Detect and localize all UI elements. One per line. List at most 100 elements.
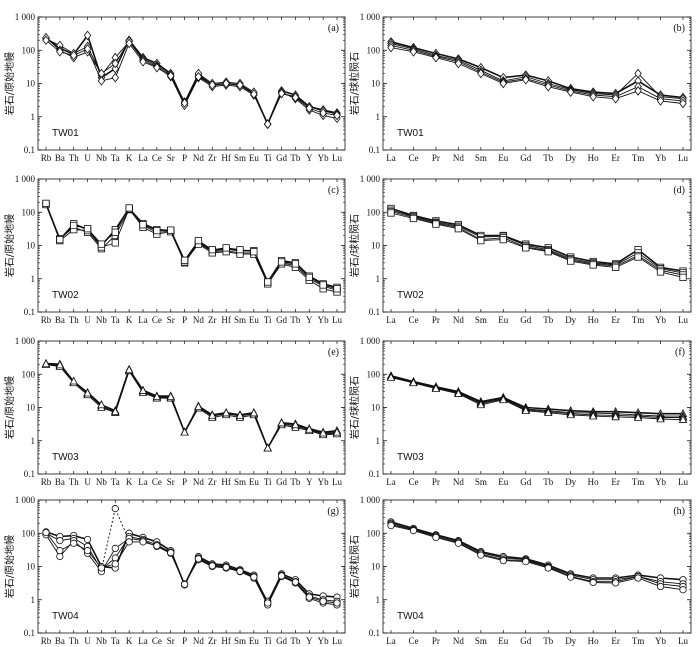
x-tick-label: Sm <box>234 636 246 646</box>
x-tick-label: Rb <box>41 636 52 646</box>
data-point <box>499 395 508 404</box>
y-axis-label: 岩石/原始地幔 <box>3 535 16 598</box>
data-point <box>208 562 216 570</box>
sample-label: TW02 <box>397 290 424 301</box>
data-point <box>83 547 92 555</box>
y-axis-label: 岩石/球粒陨石 <box>348 52 361 115</box>
x-tick-label: Lu <box>332 636 342 646</box>
x-tick-label: Nd <box>453 153 464 163</box>
x-tick-label: Pr <box>432 315 440 325</box>
x-tick-label: Dy <box>565 636 576 646</box>
y-tick-label: 1 <box>31 595 36 605</box>
x-tick-label: Ho <box>588 636 599 646</box>
y-tick-label: 10 <box>26 79 36 89</box>
data-point <box>208 246 216 254</box>
data-point <box>387 209 395 217</box>
x-tick-label: Tb <box>290 315 300 325</box>
x-tick-label: Tb <box>290 153 300 163</box>
series-line <box>45 204 338 291</box>
data-point <box>477 551 485 559</box>
data-point <box>124 365 134 374</box>
sample-label: TW03 <box>52 452 79 463</box>
plot-frame <box>37 499 346 634</box>
data-point <box>566 410 575 419</box>
data-point <box>634 86 642 96</box>
x-tick-label: Rb <box>41 477 52 487</box>
x-tick-label: Ta <box>111 315 120 325</box>
data-point <box>566 87 575 97</box>
x-tick-label: Ce <box>152 477 162 487</box>
x-tick-label: Y <box>306 636 313 646</box>
x-tick-label: Gd <box>520 477 531 487</box>
x-tick-label: Ti <box>264 636 272 646</box>
y-tick-label: 1 000 <box>15 336 36 346</box>
x-tick-label: Ti <box>264 477 272 487</box>
data-point <box>69 376 78 385</box>
data-point <box>634 68 642 79</box>
data-point <box>180 580 189 588</box>
y-tick-label: 1 000 <box>360 12 381 22</box>
x-tick-label: Ta <box>111 636 120 646</box>
data-point <box>111 406 120 415</box>
data-point <box>634 574 642 582</box>
panel-label: (b) <box>673 23 685 34</box>
y-tick-label: 0.1 <box>369 307 380 317</box>
x-tick-label: P <box>182 315 187 325</box>
x-tick-label: Pr <box>432 477 440 487</box>
series-line <box>390 212 684 278</box>
x-tick-label: Nb <box>96 153 107 163</box>
data-point <box>166 392 175 401</box>
data-point <box>56 552 64 561</box>
data-point <box>477 68 485 79</box>
data-point <box>125 204 133 212</box>
x-tick-label: Ta <box>111 153 120 163</box>
x-tick-label: Ti <box>264 153 272 163</box>
panel-f: 0.1 1 10 100 1 000 La Ce Pr Nd Sm Eu Gd Tb Dy Ho Er Tm Yb… <box>348 336 692 487</box>
data-point <box>291 260 300 268</box>
data-point <box>41 359 51 368</box>
series-line <box>390 209 684 274</box>
data-point <box>236 567 244 575</box>
data-point <box>409 378 418 387</box>
y-axis-label: 岩石/球粒陨石 <box>348 376 361 439</box>
x-tick-label: Sr <box>167 315 175 325</box>
x-tick-label: La <box>386 477 396 487</box>
series-line <box>45 364 338 450</box>
x-tick-label: Sr <box>167 477 175 487</box>
x-tick-label: Ce <box>152 636 162 646</box>
y-tick-label: 10 <box>26 241 36 251</box>
x-tick-label: Eu <box>498 636 508 646</box>
x-tick-label: Sm <box>234 315 246 325</box>
x-tick-label: U <box>84 477 91 487</box>
data-point <box>679 98 687 109</box>
y-tick-label: 10 <box>26 562 36 572</box>
x-tick-label: Eu <box>249 153 259 163</box>
data-point <box>56 46 64 57</box>
x-tick-label: Eu <box>249 477 259 487</box>
y-axis-label: 岩石/原始地幔 <box>3 376 16 439</box>
data-point <box>679 273 687 281</box>
data-point <box>167 71 175 81</box>
x-tick-label: Tm <box>632 636 645 646</box>
data-point <box>522 74 530 85</box>
data-point <box>477 237 485 245</box>
data-point <box>139 538 147 546</box>
x-tick-label: Ce <box>408 636 418 646</box>
data-point <box>656 414 665 423</box>
x-tick-label: La <box>138 636 148 646</box>
data-point <box>264 278 272 286</box>
x-tick-label: Tb <box>543 477 553 487</box>
y-tick-label: 100 <box>367 369 381 379</box>
x-tick-label: K <box>126 153 133 163</box>
x-tick-label: Ce <box>152 153 162 163</box>
y-tick-label: 100 <box>367 528 381 538</box>
x-tick-label: Nd <box>453 315 464 325</box>
sample-label: TW04 <box>52 611 79 622</box>
x-tick-label: Eu <box>498 153 508 163</box>
series-line <box>390 525 684 591</box>
data-point <box>277 418 286 427</box>
y-tick-label: 0.1 <box>24 307 35 317</box>
x-tick-label: Hf <box>221 315 231 325</box>
data-point <box>83 44 92 54</box>
y-axis-label: 岩石/球粒陨石 <box>348 535 361 598</box>
